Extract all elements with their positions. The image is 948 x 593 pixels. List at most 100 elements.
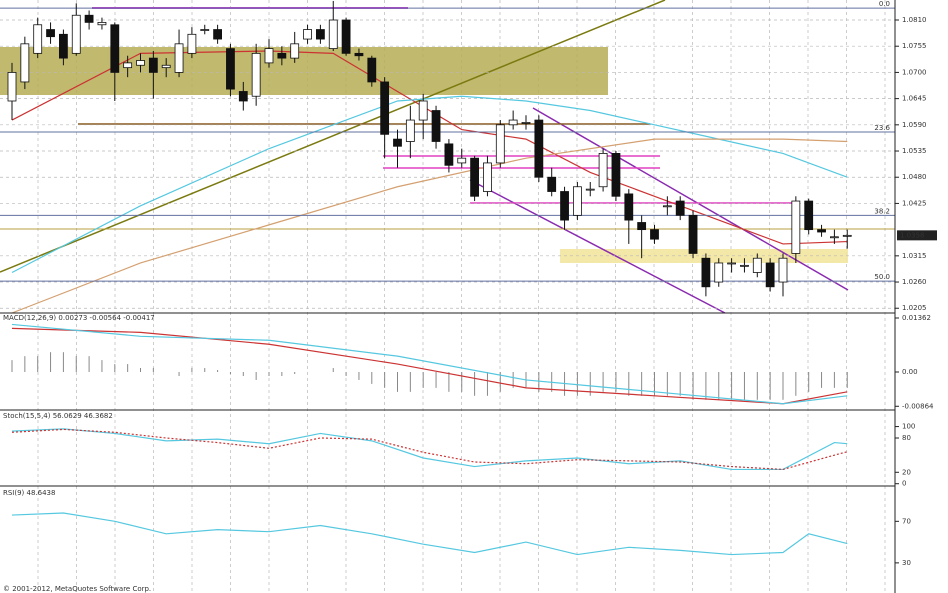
candle-body [328, 19, 338, 49]
y-tick-label: 1.0590 [902, 121, 927, 129]
fib-label: 23.6 [874, 124, 890, 132]
panel-title: Stoch(15,5,4) 56.0629 46.3682 [3, 412, 113, 420]
candle-body [110, 24, 120, 73]
candle-body [457, 157, 467, 164]
indicator-line [11, 323, 848, 405]
candle-body [521, 122, 531, 124]
last-price-box [897, 230, 937, 241]
y-tick-label: -0.00864 [902, 402, 934, 410]
candle-body [624, 193, 634, 221]
candle-body [830, 236, 839, 239]
candle-body [534, 119, 544, 178]
y-tick-label: 70 [902, 517, 911, 525]
candle-body [148, 57, 158, 73]
candle-body [418, 100, 428, 121]
y-tick-label: 100 [902, 423, 915, 431]
zone-rectangle [0, 47, 608, 95]
candle-body [752, 257, 762, 273]
y-tick-label: 1.0535 [902, 147, 927, 155]
candle-body [46, 29, 55, 38]
fib-label: 0.0 [879, 0, 890, 8]
candle-body [380, 81, 390, 135]
candle-body [277, 52, 287, 59]
candle-body [688, 214, 698, 254]
candle-body [637, 222, 647, 231]
indicator-line [11, 95, 848, 274]
candle-body [251, 52, 261, 97]
candle-body [765, 262, 775, 288]
candle-body [161, 64, 171, 69]
candle-body [174, 43, 184, 73]
channel-line [469, 179, 726, 314]
candle-body [341, 19, 351, 54]
candle-body [238, 91, 248, 102]
candle-body [547, 176, 557, 192]
candle-body [508, 119, 518, 126]
plot-area: 1.0810 1.0755 1.0700 1.0645 1.0590 1.0535 1.04… [0, 0, 937, 567]
candle-body [573, 186, 582, 216]
candle-body [598, 153, 608, 188]
y-tick-label: 1.0480 [902, 173, 927, 181]
panel-title: MACD(12,26,9) 0.00273 -0.00564 -0.00417 [3, 314, 155, 322]
y-tick-label: 30 [902, 559, 911, 567]
y-tick-label: 0 [902, 480, 906, 488]
y-tick-label: 1.0810 [902, 16, 927, 24]
candle-body [290, 43, 300, 59]
candle-body [778, 257, 788, 283]
candle-body [714, 262, 724, 283]
candle-body [71, 14, 81, 54]
trend-line [0, 0, 666, 273]
y-tick-label: 20 [902, 468, 911, 476]
candle-body [560, 191, 569, 221]
indicator-line [11, 512, 848, 556]
candle-body [675, 200, 685, 216]
candle-body [303, 29, 312, 40]
candle-body [393, 138, 402, 147]
candle-body [662, 205, 672, 208]
indicator-line [11, 50, 848, 245]
candle-body [59, 33, 68, 59]
candle-body [97, 21, 107, 26]
candle-body [842, 234, 852, 237]
candle-body [444, 143, 454, 166]
y-tick-label: 1.0700 [902, 68, 927, 76]
candle-body [315, 29, 325, 40]
candle-body [650, 229, 659, 240]
fib-label: 50.0 [874, 273, 890, 281]
candle-body [187, 33, 197, 54]
fib-label: 38.2 [874, 207, 890, 215]
candle-body [123, 62, 133, 69]
candle-body [740, 264, 749, 267]
candle-body [200, 29, 210, 31]
indicator-line [11, 327, 848, 405]
y-tick-label: 1.0645 [902, 95, 927, 103]
candle-body [264, 48, 274, 64]
y-tick-label: 80 [902, 434, 911, 442]
candle-body [727, 262, 736, 265]
candle-body [817, 229, 826, 233]
candle-body [804, 200, 814, 231]
y-tick-label: 0.00 [902, 368, 918, 376]
candle-body [701, 257, 711, 288]
y-tick-label: 1.0260 [902, 278, 927, 286]
y-tick-label: 0.01362 [902, 314, 931, 322]
candle-body [7, 72, 17, 102]
y-tick-label: 1.0315 [902, 252, 927, 260]
panel-title: RSI(9) 48.6438 [3, 489, 55, 497]
candle-body [470, 157, 480, 197]
indicator-line [11, 138, 848, 314]
candle-body [33, 24, 43, 54]
candle-body [431, 110, 441, 142]
indicator-line [11, 428, 848, 471]
candle-body [367, 57, 377, 83]
candle-body [213, 29, 223, 40]
candle-body [354, 52, 364, 57]
indicator-line [11, 428, 848, 471]
candle-body [226, 48, 235, 90]
candle-body [136, 60, 145, 66]
y-tick-label: 1.0205 [902, 304, 927, 312]
candle-body [20, 43, 30, 83]
candle-body [495, 124, 505, 164]
candle-body [585, 188, 595, 191]
